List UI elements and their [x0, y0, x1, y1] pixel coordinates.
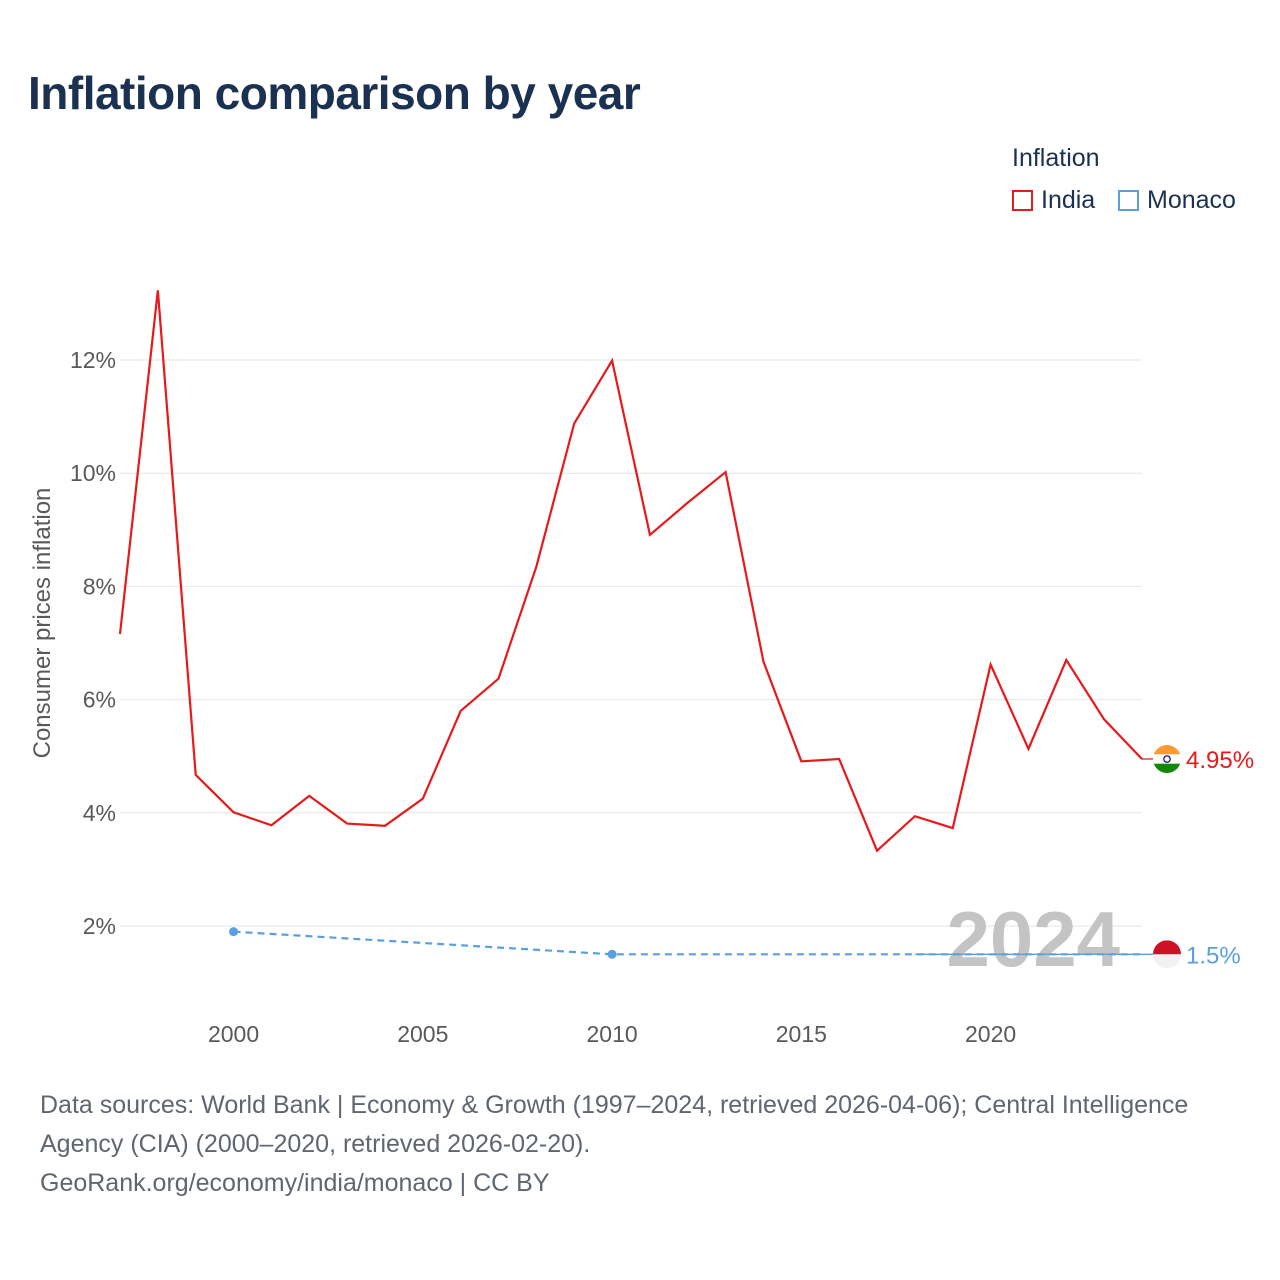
monaco-end-label: 1.5% [1186, 942, 1241, 969]
series-line-india [118, 290, 1143, 853]
india-flag-icon [1153, 745, 1181, 774]
legend-swatch-india [1012, 190, 1033, 211]
monaco-flag-icon [1153, 940, 1181, 969]
credit-link[interactable]: GeoRank.org/economy/india/monaco | CC BY [40, 1169, 550, 1197]
legend-label-monaco: Monaco [1147, 186, 1236, 214]
legend-swatch-monaco [1118, 190, 1139, 211]
chart-title: Inflation comparison by year [28, 67, 641, 119]
year-watermark: 2024 [946, 895, 1120, 983]
y-tick-label: 4% [83, 800, 116, 826]
x-tick-label: 2000 [208, 1021, 259, 1047]
y-tick-label: 12% [70, 347, 116, 373]
y-axis-label: Consumer prices inflation [29, 488, 56, 759]
data-point-monaco [229, 927, 239, 937]
line-chart: 2% 4% 6% 8% 10% 12% 2000 2005 2010 2015 2020 Consum… [29, 290, 1254, 1047]
y-tick-label: 2% [83, 913, 116, 939]
legend-label-india: India [1041, 186, 1096, 214]
y-tick-label: 6% [83, 687, 116, 713]
india-end-label: 4.95% [1186, 747, 1254, 774]
x-tick-label: 2005 [397, 1021, 448, 1047]
y-tick-label: 8% [83, 573, 116, 599]
legend-item-india[interactable]: India [1012, 186, 1095, 215]
x-tick-label: 2020 [965, 1021, 1016, 1047]
data-sources: Data sources: World Bank | Economy & Gro… [40, 1091, 1189, 1158]
x-tick-label: 2010 [586, 1021, 637, 1047]
data-point-monaco [607, 949, 617, 959]
footer: Data sources: World Bank | Economy & Gro… [40, 1086, 1250, 1203]
y-tick-label: 10% [70, 460, 116, 486]
legend-title: Inflation [1012, 144, 1100, 172]
x-tick-label: 2015 [776, 1021, 827, 1047]
legend-item-monaco[interactable]: Monaco [1118, 186, 1236, 215]
